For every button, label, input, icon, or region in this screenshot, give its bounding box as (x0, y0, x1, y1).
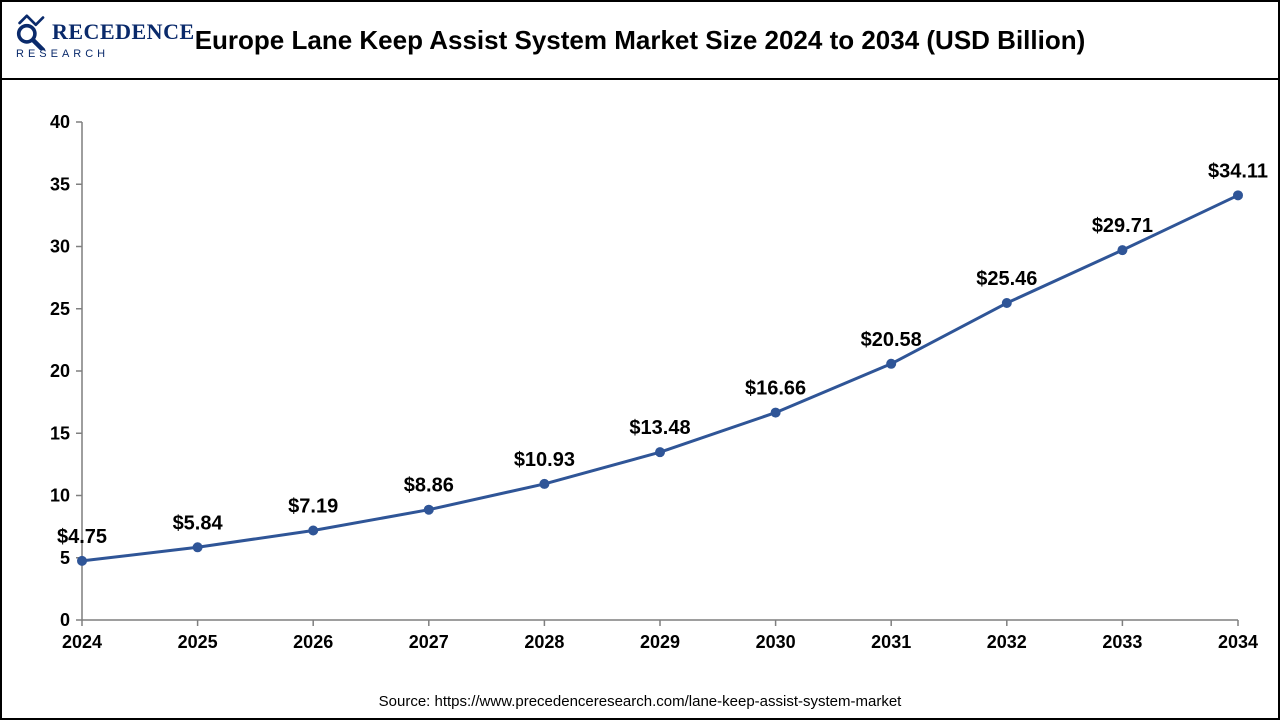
y-tick-label: 20 (50, 361, 70, 381)
x-tick-label: 2030 (756, 632, 796, 652)
y-tick-label: 25 (50, 299, 70, 319)
source-caption: Source: https://www.precedenceresearch.c… (2, 693, 1278, 710)
logo-sub-text: RESEARCH (16, 48, 196, 60)
data-point (539, 479, 549, 489)
data-label: $8.86 (404, 475, 454, 497)
x-tick-label: 2032 (987, 632, 1027, 652)
x-tick-label: 2031 (871, 632, 911, 652)
brand-logo: RECEDENCE RESEARCH (16, 14, 196, 60)
logo-mark-icon (16, 14, 52, 50)
data-point (308, 525, 318, 535)
data-point (193, 542, 203, 552)
data-point (1002, 298, 1012, 308)
y-tick-label: 5 (60, 548, 70, 568)
y-tick-label: 40 (50, 112, 70, 132)
data-point (771, 408, 781, 418)
logo-wordmark: RECEDENCE (16, 14, 196, 50)
x-tick-label: 2028 (524, 632, 564, 652)
x-tick-label: 2029 (640, 632, 680, 652)
plot-area: 0510152025303540202420252026202720282029… (2, 82, 1278, 718)
data-point (424, 505, 434, 515)
data-label: $10.93 (514, 449, 575, 471)
logo-brand-text: RECEDENCE (52, 19, 195, 45)
y-tick-label: 35 (50, 174, 70, 194)
series-line (82, 195, 1238, 561)
x-tick-label: 2027 (409, 632, 449, 652)
y-tick-label: 0 (60, 610, 70, 630)
data-label: $13.48 (629, 417, 690, 439)
data-label: $5.84 (173, 512, 224, 534)
x-tick-label: 2033 (1102, 632, 1142, 652)
data-label: $20.58 (861, 329, 922, 351)
data-label: $29.71 (1092, 215, 1153, 237)
y-tick-label: 15 (50, 423, 70, 443)
y-tick-label: 10 (50, 486, 70, 506)
data-point (886, 359, 896, 369)
title-bar: RECEDENCE RESEARCH Europe Lane Keep Assi… (2, 2, 1278, 80)
x-tick-label: 2034 (1218, 632, 1258, 652)
data-label: $25.46 (976, 268, 1037, 290)
data-point (77, 556, 87, 566)
y-tick-label: 30 (50, 237, 70, 257)
data-label: $4.75 (57, 526, 107, 548)
chart-card: RECEDENCE RESEARCH Europe Lane Keep Assi… (0, 0, 1280, 720)
data-label: $34.11 (1208, 160, 1268, 182)
x-tick-label: 2025 (178, 632, 218, 652)
data-point (1233, 190, 1243, 200)
x-tick-label: 2026 (293, 632, 333, 652)
data-label: $7.19 (288, 495, 338, 517)
x-tick-label: 2024 (62, 632, 102, 652)
line-chart-svg: 0510152025303540202420252026202720282029… (2, 82, 1278, 720)
data-point (655, 447, 665, 457)
data-point (1117, 245, 1127, 255)
data-label: $16.66 (745, 378, 806, 400)
